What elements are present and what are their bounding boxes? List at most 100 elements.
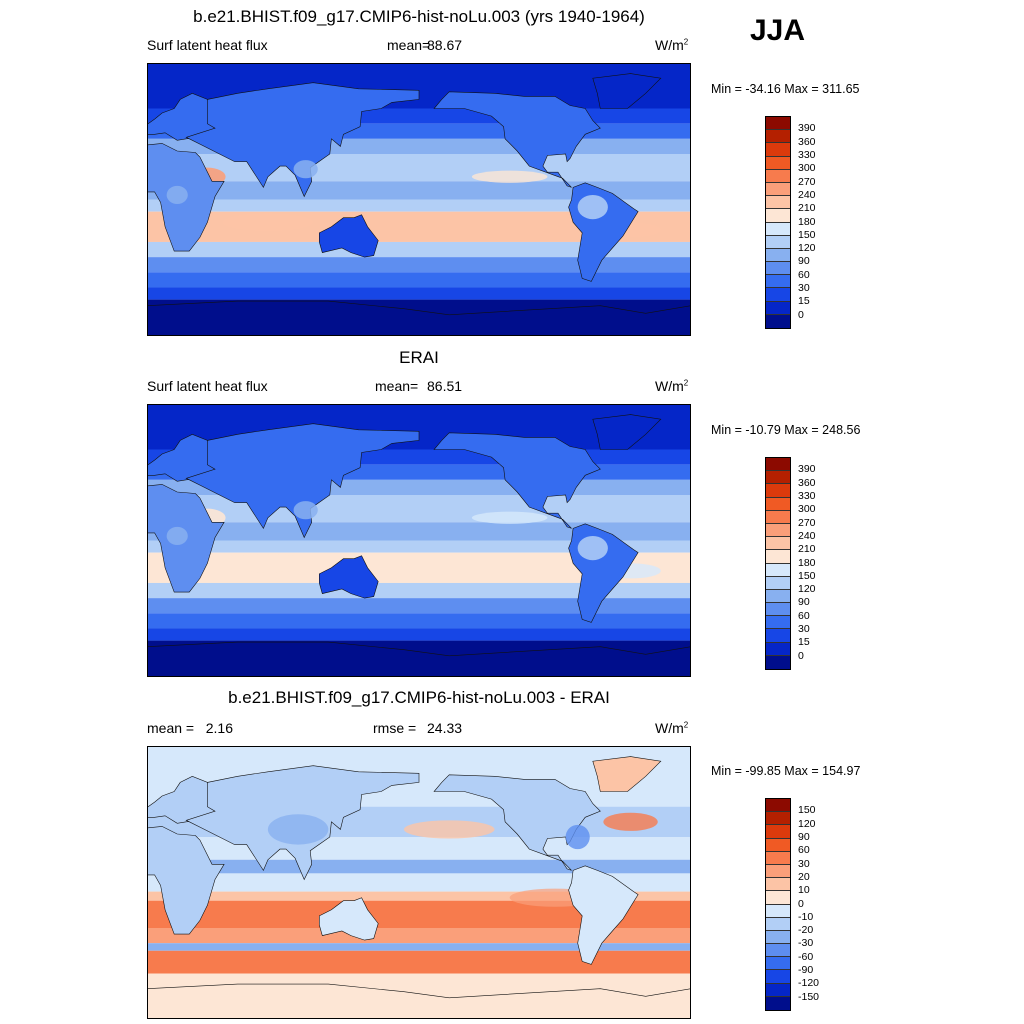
panel1-variable-label: Surf latent heat flux	[147, 37, 268, 53]
colorbar-swatch	[766, 510, 790, 524]
colorbar-swatch	[766, 275, 790, 289]
colorbar-tick-label: 30	[798, 282, 810, 295]
colorbar-tick-label: -90	[798, 964, 814, 977]
colorbar-tick-label: 120	[798, 583, 816, 596]
colorbar-tick-label: 60	[798, 844, 810, 857]
colorbar-swatch	[766, 589, 790, 604]
colorbar-tick-label: 270	[798, 516, 816, 529]
panel3-rmse-value: 24.33	[427, 720, 463, 736]
panel2-minmax: Min = -10.79 Max = 248.56	[711, 423, 861, 437]
panel1-units: W/m2	[655, 37, 689, 53]
colorbar-swatch	[766, 930, 790, 945]
colorbar-tick-label: 150	[798, 228, 816, 241]
colorbar-swatch	[766, 825, 790, 839]
colorbar-swatch	[766, 169, 790, 183]
colorbar-swatch	[766, 288, 790, 302]
colorbar-tick-label: 240	[798, 529, 816, 542]
colorbar-tick-label: 30	[798, 623, 810, 636]
colorbar-swatch	[766, 209, 790, 223]
colorbar-swatch	[766, 864, 790, 879]
colorbar-swatch	[766, 117, 790, 131]
colorbar-swatch	[766, 799, 790, 813]
colorbar-swatch	[766, 156, 790, 170]
colorbar-swatch	[766, 143, 790, 157]
panel1-title: b.e21.BHIST.f09_g17.CMIP6-hist-noLu.003 …	[193, 7, 645, 26]
colorbar-swatch	[766, 917, 790, 931]
colorbar-swatch	[766, 196, 790, 210]
colorbar-swatch	[766, 851, 790, 865]
panel1-map	[147, 63, 691, 336]
colorbar-swatch	[766, 878, 790, 892]
colorbar-swatch	[766, 182, 790, 197]
colorbar-swatch	[766, 537, 790, 551]
colorbar-tick-label: 330	[798, 489, 816, 502]
colorbar-swatch	[766, 222, 790, 236]
colorbar-tick-label: 300	[798, 162, 816, 175]
colorbar-tick-label: 150	[798, 804, 816, 817]
colorbar-swatch	[766, 996, 790, 1010]
colorbar-tick-label: 390	[798, 463, 816, 476]
colorbar-swatch	[766, 563, 790, 577]
colorbar-tick-label: 60	[798, 268, 810, 281]
colorbar-tick-label: -60	[798, 950, 814, 963]
panel3-colorbar	[765, 798, 791, 1011]
colorbar-swatch	[766, 262, 790, 276]
panel1-colorbar	[765, 116, 791, 329]
panel2-mean-value: 86.51	[427, 378, 463, 394]
colorbar-tick-label: 360	[798, 135, 816, 148]
colorbar-swatch	[766, 655, 790, 669]
colorbar-swatch	[766, 957, 790, 971]
colorbar-tick-label: 300	[798, 503, 816, 516]
colorbar-swatch	[766, 497, 790, 511]
colorbar-swatch	[766, 838, 790, 852]
colorbar-tick-label: -20	[798, 924, 814, 937]
colorbar-tick-label: 0	[798, 308, 804, 321]
colorbar-tick-label: 120	[798, 817, 816, 830]
colorbar-swatch	[766, 616, 790, 630]
panel3-rmse-label: rmse =	[373, 720, 417, 736]
colorbar-swatch	[766, 812, 790, 826]
panel2-map	[147, 404, 691, 677]
colorbar-tick-label: 20	[798, 870, 810, 883]
panel3-map	[147, 746, 691, 1019]
panel3-title: b.e21.BHIST.f09_g17.CMIP6-hist-noLu.003 …	[228, 688, 610, 707]
colorbar-swatch	[766, 314, 790, 328]
colorbar-tick-label: 15	[798, 636, 810, 649]
panel2-mean-label: mean=	[375, 378, 419, 394]
colorbar-tick-label: 10	[798, 884, 810, 897]
colorbar-tick-label: 150	[798, 569, 816, 582]
panel3-mean-text: mean = 2.16	[147, 720, 234, 736]
colorbar-swatch	[766, 301, 790, 315]
colorbar-tick-label: 60	[798, 609, 810, 622]
colorbar-swatch	[766, 471, 790, 485]
colorbar-tick-label: 15	[798, 295, 810, 308]
colorbar-tick-label: 180	[798, 215, 816, 228]
colorbar-tick-label: -120	[798, 977, 820, 990]
colorbar-swatch	[766, 130, 790, 144]
colorbar-swatch	[766, 458, 790, 472]
colorbar-swatch	[766, 235, 790, 249]
colorbar-tick-label: 240	[798, 188, 816, 201]
colorbar-swatch	[766, 983, 790, 997]
colorbar-swatch	[766, 904, 790, 918]
colorbar-tick-label: 270	[798, 175, 816, 188]
colorbar-swatch	[766, 484, 790, 498]
colorbar-swatch	[766, 248, 790, 263]
panel3-minmax: Min = -99.85 Max = 154.97	[711, 764, 861, 778]
colorbar-tick-label: 90	[798, 255, 810, 268]
panel2-units: W/m2	[655, 378, 689, 394]
colorbar-tick-label: 90	[798, 830, 810, 843]
panel3-units: W/m2	[655, 720, 689, 736]
panel2-title: ERAI	[399, 348, 439, 367]
colorbar-swatch	[766, 970, 790, 984]
panel1-mean-label: mean=	[387, 37, 431, 53]
colorbar-tick-label: 390	[798, 122, 816, 135]
colorbar-tick-label: 180	[798, 556, 816, 569]
colorbar-swatch	[766, 891, 790, 905]
colorbar-tick-label: -30	[798, 937, 814, 950]
panel2-colorbar	[765, 457, 791, 670]
colorbar-tick-label: 210	[798, 543, 816, 556]
colorbar-tick-label: 30	[798, 857, 810, 870]
colorbar-swatch	[766, 576, 790, 590]
colorbar-swatch	[766, 523, 790, 538]
